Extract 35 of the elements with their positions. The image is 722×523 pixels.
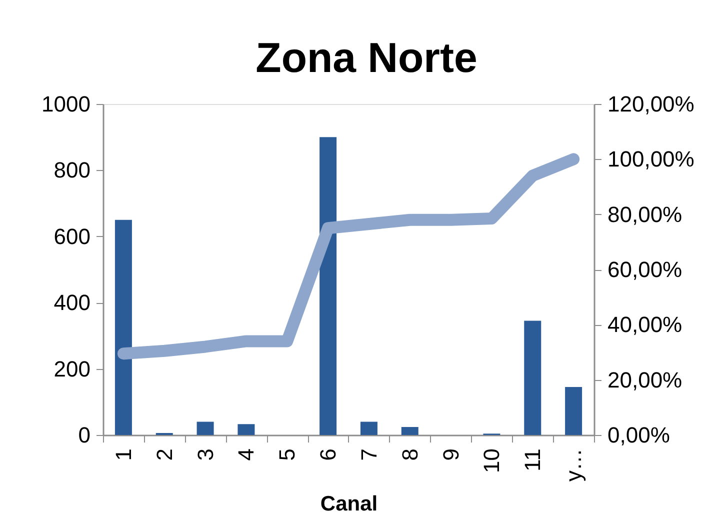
- bar: [360, 422, 378, 435]
- y-tick-label: 200: [54, 356, 90, 382]
- y2-tick-label: 100,00%: [608, 146, 694, 172]
- x-tick-label: 8: [397, 448, 422, 461]
- y-tick-label: 1000: [42, 92, 90, 116]
- x-tick-label: 7: [356, 448, 382, 461]
- x-axis-title: Canal: [320, 492, 378, 516]
- bar: [320, 137, 337, 435]
- x-tick-label: 5: [274, 448, 300, 461]
- x-tick-label: 9: [438, 448, 464, 461]
- x-tick-label: 6: [316, 448, 341, 461]
- y-tick-label: 600: [54, 224, 90, 249]
- bar: [524, 320, 542, 435]
- y-tick-label: 800: [54, 158, 90, 183]
- chart-title: Zona Norte: [256, 34, 478, 81]
- x-tick-label: y…: [561, 448, 586, 482]
- bar: [565, 387, 582, 435]
- x-tick-label: 4: [234, 448, 259, 461]
- bar: [401, 427, 418, 435]
- y2-tick-label: 120,00%: [608, 92, 694, 116]
- x-tick-label: 1: [110, 448, 136, 461]
- bar: [196, 422, 214, 435]
- y2-tick-label: 20,00%: [608, 367, 682, 392]
- x-tick-label: 3: [192, 448, 218, 461]
- y2-tick-label: 80,00%: [608, 202, 682, 227]
- y2-tick-label: 0,00%: [608, 422, 670, 448]
- y2-tick-label: 60,00%: [608, 257, 682, 282]
- bar: [238, 424, 255, 435]
- bar: [114, 220, 132, 435]
- y-tick-label: 400: [54, 290, 90, 316]
- y-tick-label: 0: [78, 422, 90, 448]
- y2-tick-label: 40,00%: [608, 312, 682, 338]
- x-tick-label: 10: [479, 448, 504, 473]
- x-tick-label: 2: [152, 448, 177, 461]
- x-tick-label: 11: [520, 448, 546, 472]
